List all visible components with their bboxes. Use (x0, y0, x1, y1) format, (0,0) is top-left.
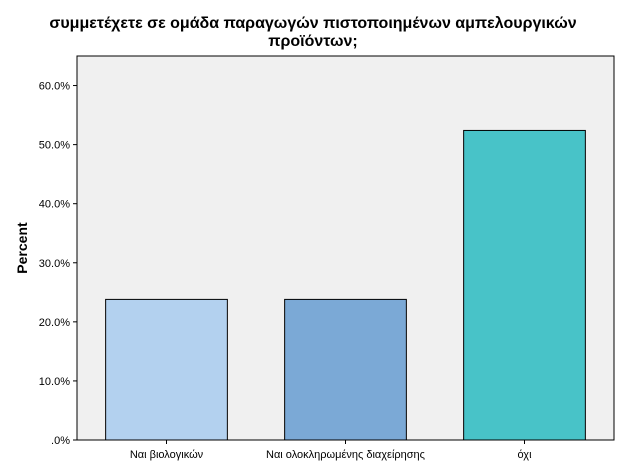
x-axis: Ναι βιολογικών Ναι ολοκληρωμένης διαχείρη… (130, 440, 532, 461)
y-tick-label: .0% (51, 435, 70, 447)
y-tick-label: 30.0% (39, 258, 70, 270)
y-axis: .0% 10.0% 20.0% 30.0% 40.0% 50.0% 60.0% (39, 81, 77, 447)
x-category-label: Ναι βιολογικών (130, 449, 204, 461)
y-tick-label: 20.0% (39, 317, 70, 329)
y-tick-label: 10.0% (39, 376, 70, 388)
x-category-label: Ναι ολοκληρωμένης διαχείρησης (266, 449, 425, 461)
y-tick-label: 60.0% (39, 81, 70, 93)
bar (105, 298, 228, 441)
y-tick-label: 40.0% (39, 199, 70, 211)
chart-title-line-1: συμμετέχετε σε ομάδα παραγωγών πιστοποιη… (49, 15, 576, 32)
bars (105, 129, 586, 441)
y-tick-label: 50.0% (39, 140, 70, 152)
chart-title-line-2: προϊόντων; (268, 33, 357, 50)
bar (463, 129, 586, 441)
x-category-label: όχι (517, 449, 532, 461)
y-axis-label: Percent (14, 222, 30, 274)
bar (284, 298, 407, 441)
